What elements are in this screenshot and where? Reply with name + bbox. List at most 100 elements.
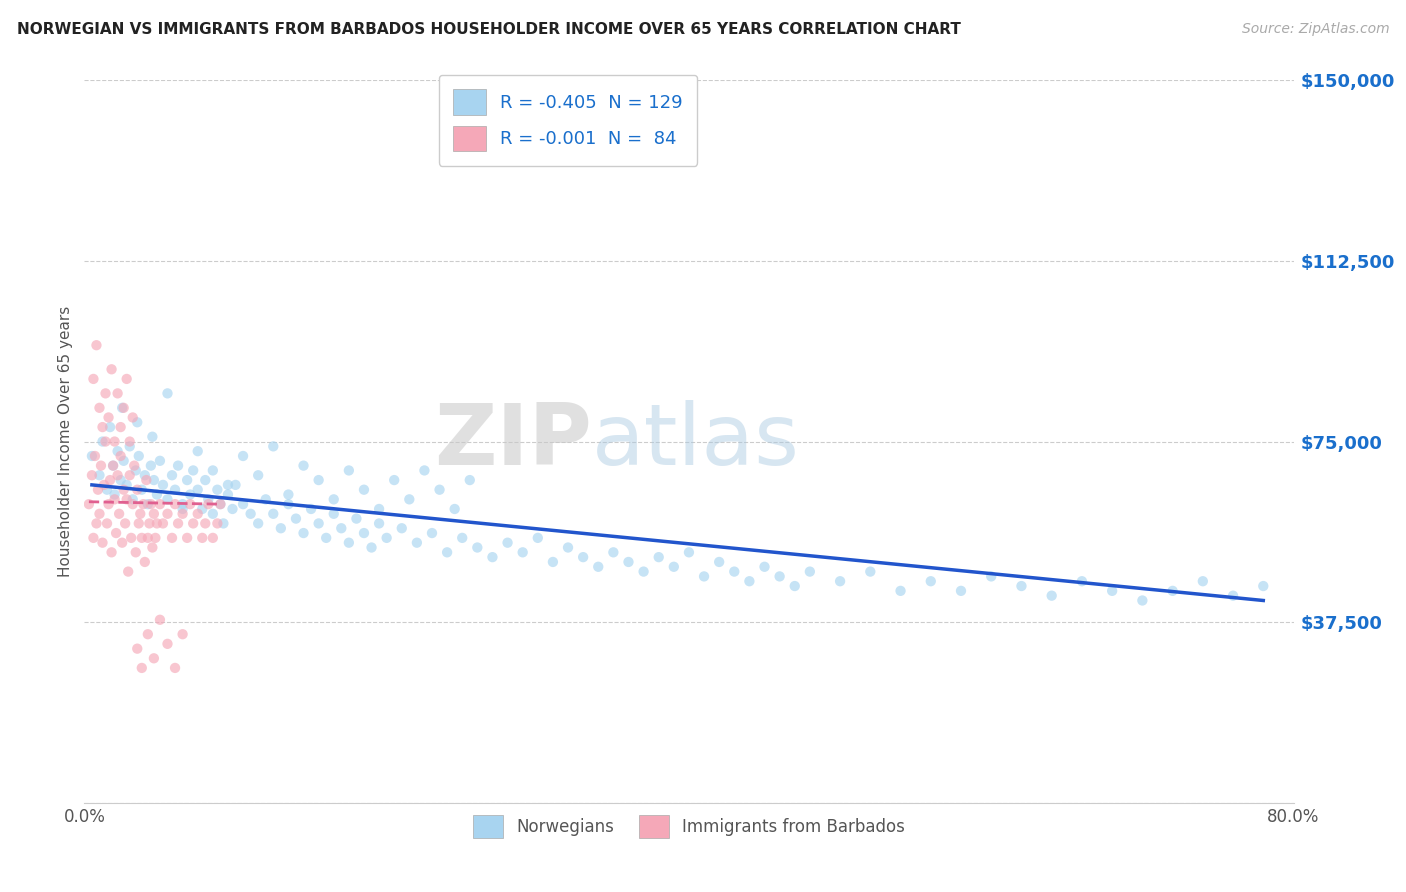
- Point: [142, 651, 165, 665]
- Point: [121, 492, 143, 507]
- Point: [693, 569, 716, 583]
- Point: [84, 449, 107, 463]
- Point: [167, 516, 190, 531]
- Point: [91, 434, 114, 449]
- Point: [104, 434, 127, 449]
- Point: [89, 401, 111, 415]
- Point: [145, 531, 167, 545]
- Text: Source: ZipAtlas.com: Source: ZipAtlas.com: [1241, 22, 1389, 37]
- Point: [1011, 579, 1033, 593]
- Legend: Norwegians, Immigrants from Barbados: Norwegians, Immigrants from Barbados: [465, 808, 912, 845]
- Point: [1040, 589, 1063, 603]
- Point: [172, 627, 194, 641]
- Point: [541, 555, 564, 569]
- Point: [308, 473, 330, 487]
- Point: [950, 583, 973, 598]
- Point: [149, 613, 172, 627]
- Point: [247, 468, 270, 483]
- Point: [115, 478, 138, 492]
- Point: [232, 449, 254, 463]
- Point: [315, 531, 337, 545]
- Point: [1071, 574, 1094, 589]
- Point: [602, 545, 624, 559]
- Point: [128, 449, 150, 463]
- Point: [108, 507, 131, 521]
- Point: [1101, 583, 1123, 598]
- Point: [149, 497, 172, 511]
- Point: [194, 473, 217, 487]
- Point: [118, 439, 141, 453]
- Y-axis label: Householder Income Over 65 years: Householder Income Over 65 years: [58, 306, 73, 577]
- Point: [617, 555, 640, 569]
- Point: [110, 420, 132, 434]
- Point: [111, 401, 134, 415]
- Point: [110, 449, 132, 463]
- Point: [420, 526, 443, 541]
- Point: [152, 516, 174, 531]
- Point: [89, 507, 111, 521]
- Point: [375, 531, 398, 545]
- Point: [104, 492, 127, 507]
- Point: [353, 526, 375, 541]
- Point: [330, 521, 353, 535]
- Point: [769, 569, 792, 583]
- Point: [82, 531, 104, 545]
- Point: [160, 531, 183, 545]
- Point: [138, 516, 160, 531]
- Point: [181, 463, 204, 477]
- Point: [187, 507, 209, 521]
- Point: [191, 502, 214, 516]
- Point: [406, 535, 429, 549]
- Point: [86, 516, 108, 531]
- Point: [292, 458, 315, 473]
- Point: [107, 386, 129, 401]
- Point: [277, 487, 299, 501]
- Point: [285, 511, 308, 525]
- Point: [648, 550, 671, 565]
- Point: [292, 526, 315, 541]
- Point: [1222, 589, 1244, 603]
- Point: [481, 550, 503, 565]
- Point: [112, 483, 135, 497]
- Point: [94, 386, 117, 401]
- Point: [122, 458, 145, 473]
- Point: [160, 468, 183, 483]
- Point: [165, 497, 187, 511]
- Point: [128, 516, 150, 531]
- Point: [179, 497, 201, 511]
- Point: [100, 362, 122, 376]
- Point: [101, 458, 124, 473]
- Point: [93, 478, 115, 492]
- Point: [136, 627, 159, 641]
- Point: [167, 458, 190, 473]
- Point: [97, 497, 120, 511]
- Point: [346, 511, 368, 525]
- Point: [308, 516, 330, 531]
- Point: [262, 439, 284, 453]
- Point: [101, 458, 124, 473]
- Point: [146, 487, 169, 501]
- Point: [125, 545, 148, 559]
- Point: [112, 401, 135, 415]
- Point: [176, 473, 198, 487]
- Point: [194, 516, 217, 531]
- Point: [1130, 593, 1153, 607]
- Point: [197, 492, 219, 507]
- Point: [209, 497, 232, 511]
- Point: [165, 661, 187, 675]
- Point: [920, 574, 942, 589]
- Point: [96, 516, 118, 531]
- Point: [1161, 583, 1184, 598]
- Point: [176, 531, 198, 545]
- Point: [127, 483, 149, 497]
- Point: [207, 516, 229, 531]
- Point: [512, 545, 534, 559]
- Point: [799, 565, 821, 579]
- Point: [572, 550, 595, 565]
- Point: [633, 565, 655, 579]
- Point: [217, 487, 239, 501]
- Point: [121, 410, 143, 425]
- Point: [212, 516, 235, 531]
- Point: [156, 507, 179, 521]
- Point: [165, 483, 187, 497]
